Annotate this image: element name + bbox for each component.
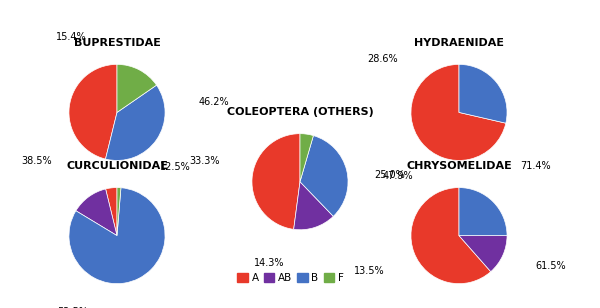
Text: 61.5%: 61.5%	[535, 261, 566, 271]
Wedge shape	[459, 64, 507, 123]
Wedge shape	[69, 188, 165, 284]
Wedge shape	[411, 64, 506, 160]
Text: 47.9%: 47.9%	[382, 171, 413, 181]
Text: HYDRAENIDAE: HYDRAENIDAE	[414, 38, 504, 48]
Text: COLEOPTERA (OTHERS): COLEOPTERA (OTHERS)	[227, 107, 373, 117]
Text: 3.8%: 3.8%	[116, 146, 141, 156]
Text: 12.5%: 12.5%	[160, 162, 190, 172]
Wedge shape	[459, 188, 507, 236]
Text: 38.5%: 38.5%	[21, 156, 52, 166]
Wedge shape	[117, 188, 121, 236]
Text: 33.3%: 33.3%	[190, 156, 220, 166]
Wedge shape	[300, 134, 313, 182]
Wedge shape	[106, 85, 165, 160]
Text: CHRYSOMELIDAE: CHRYSOMELIDAE	[406, 161, 512, 171]
Wedge shape	[117, 64, 157, 112]
Text: 14.3%: 14.3%	[254, 258, 284, 268]
Wedge shape	[252, 134, 300, 229]
Text: 28.6%: 28.6%	[367, 54, 398, 64]
Wedge shape	[459, 236, 507, 272]
Wedge shape	[300, 136, 348, 216]
Wedge shape	[69, 64, 117, 159]
Wedge shape	[76, 189, 117, 236]
Wedge shape	[106, 188, 117, 236]
Text: 15.4%: 15.4%	[56, 32, 87, 42]
Text: 25.0%: 25.0%	[374, 170, 405, 180]
Text: BUPRESTIDAE: BUPRESTIDAE	[74, 38, 160, 48]
Text: 71.4%: 71.4%	[520, 160, 551, 171]
Text: 52.5%: 52.5%	[57, 306, 88, 308]
Wedge shape	[293, 182, 334, 230]
Text: 46.2%: 46.2%	[199, 97, 230, 107]
Legend: A, AB, B, F: A, AB, B, F	[233, 269, 348, 287]
Text: 13.5%: 13.5%	[355, 266, 385, 276]
Text: 1.3%: 1.3%	[101, 145, 125, 156]
Text: CURCULIONIDAE: CURCULIONIDAE	[66, 161, 168, 171]
Wedge shape	[411, 188, 491, 284]
